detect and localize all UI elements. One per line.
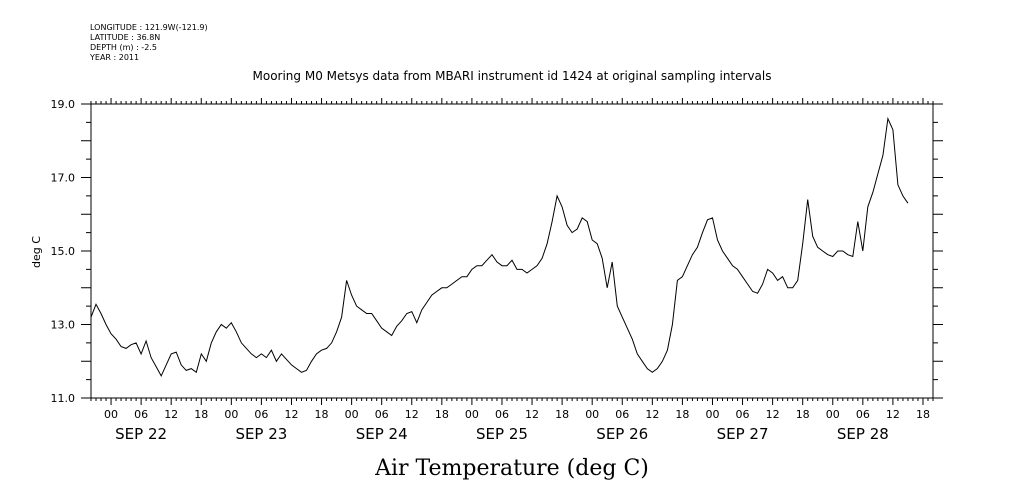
x-axis-ticks: 00 06 12 18 00 06 12 18 00 06 12 18 00 06 12 18 00 06 12 18… (90, 98, 934, 443)
metadata-longitude: LONGITUDE : 121.9W(-121.9) (90, 23, 208, 32)
x-hour-label: 18 (315, 408, 329, 421)
x-axis-label: Air Temperature (deg C) (374, 456, 649, 481)
plot-frame (90, 103, 934, 399)
y-tick-label: 11.0 (51, 392, 76, 405)
x-hour-label: 18 (435, 408, 449, 421)
x-hour-label: 00 (224, 408, 238, 421)
x-hour-label: 06 (134, 408, 148, 421)
x-hour-label: 12 (645, 408, 659, 421)
x-hour-label: 06 (254, 408, 268, 421)
x-hour-label: 00 (465, 408, 479, 421)
metadata-depth: DEPTH (m) : -2.5 (90, 43, 157, 52)
x-day-label: SEP 24 (356, 425, 408, 443)
x-day-label: SEP 27 (717, 425, 769, 443)
x-hour-label: 18 (796, 408, 810, 421)
x-hour-label: 12 (405, 408, 419, 421)
x-hour-label: 18 (194, 408, 208, 421)
x-hour-label: 18 (555, 408, 569, 421)
x-hour-label: 00 (104, 408, 118, 421)
air-temperature-line (90, 116, 909, 378)
y-tick-label: 17.0 (51, 172, 76, 185)
x-hour-label: 18 (916, 408, 930, 421)
x-hour-label: 12 (766, 408, 780, 421)
x-hour-label: 06 (856, 408, 870, 421)
x-hour-label: 00 (345, 408, 359, 421)
x-hour-label: 06 (495, 408, 509, 421)
metadata-block: LONGITUDE : 121.9W(-121.9) LATITUDE : 36… (89, 23, 208, 62)
x-hour-label: 12 (284, 408, 298, 421)
x-hour-label: 06 (615, 408, 629, 421)
series-group (90, 116, 909, 378)
x-day-label: SEP 22 (115, 425, 167, 443)
x-hour-label: 00 (585, 408, 599, 421)
y-tick-label: 19.0 (51, 98, 76, 111)
x-day-label: SEP 23 (235, 425, 287, 443)
x-hour-label: 12 (886, 408, 900, 421)
x-hour-label: 00 (826, 408, 840, 421)
x-hour-label: 18 (675, 408, 689, 421)
y-axis-label: deg C (30, 236, 43, 268)
chart-title: Mooring M0 Metsys data from MBARI instru… (253, 69, 772, 83)
x-hour-label: 12 (164, 408, 178, 421)
x-hour-label: 06 (736, 408, 750, 421)
y-tick-label: 13.0 (51, 319, 76, 332)
x-hour-label: 00 (705, 408, 719, 421)
x-day-label: SEP 26 (596, 425, 648, 443)
x-day-label: SEP 25 (476, 425, 528, 443)
y-axis-ticks: 11.0 13.0 15.0 17.0 19.0 (51, 98, 943, 405)
metadata-latitude: LATITUDE : 36.8N (90, 33, 160, 42)
x-hour-label: 12 (525, 408, 539, 421)
x-hour-label: 06 (375, 408, 389, 421)
metadata-year: YEAR : 2011 (89, 53, 139, 62)
x-day-label: SEP 28 (837, 425, 889, 443)
y-tick-label: 15.0 (51, 245, 76, 258)
